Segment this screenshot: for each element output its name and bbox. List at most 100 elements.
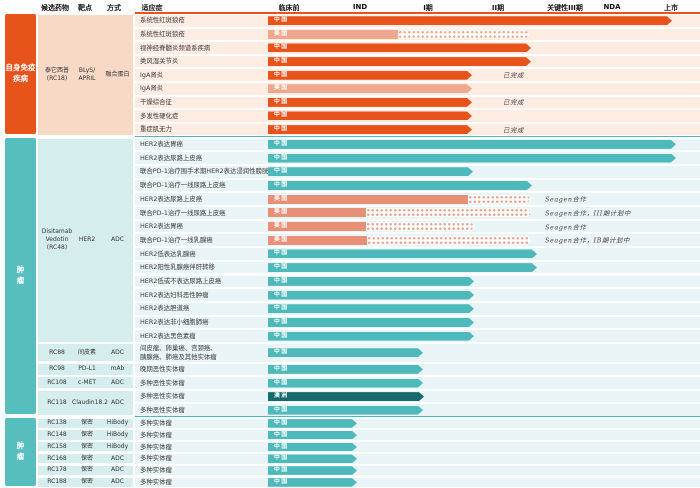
modality-label: ADC	[111, 378, 124, 386]
target-line: 保密	[80, 431, 93, 439]
pipeline-row: 多种实体瘤 中国	[135, 442, 700, 452]
target-line: 保密	[80, 466, 93, 474]
status-note: 已完成	[503, 126, 524, 135]
region-label: 美国	[274, 85, 289, 92]
indication-label: 联合PD-1治疗一线乳腺癌	[140, 234, 213, 246]
section-label: 肿瘤	[5, 417, 36, 486]
pipeline-row: 联合PD-1治疗一线尿路上皮癌 中国	[135, 179, 700, 192]
region-label: 中国	[274, 168, 289, 175]
modality-label: mAb	[110, 365, 125, 373]
status-note: Seagen合作	[545, 223, 587, 232]
region-label: 中国	[274, 379, 289, 386]
indication-line: 多发性硬化症	[140, 111, 179, 120]
indication-line: HER2阳性乳腺癌伴肝转移	[140, 263, 215, 272]
modality-label: HiBody	[106, 431, 129, 439]
indication-label: HER2低表达乳腺癌	[140, 248, 196, 260]
drug-group-panel: RC88 间皮素 ADC	[38, 344, 133, 362]
drug-name: RC108	[38, 377, 76, 388]
pipeline-row: 间皮瘤、卵巢癌、宫颈癌、 胰腺癌、肺癌及其他实体瘤 中国	[135, 344, 700, 362]
indication-line: 联合PD-1治疗一线乳腺癌	[140, 235, 213, 244]
progress-bar: 美国	[268, 84, 472, 93]
pipeline-row: 多种实体瘤 中国	[135, 465, 700, 476]
progress-bar: 中国	[268, 98, 472, 107]
status-note: Seagen合作，IB期计划中	[545, 236, 630, 245]
indication-line: 多种实体瘤	[140, 478, 172, 487]
section-label-text: 疾病	[13, 73, 28, 83]
region-label: 澳洲	[274, 393, 289, 400]
phase-header: 临床前	[278, 4, 300, 12]
pipeline-row: 多种实体瘤 中国	[135, 418, 700, 429]
progress-bar: 中国	[268, 419, 357, 428]
pipeline-row: HER2表达胃癌 美国 Seagen合作	[135, 220, 700, 233]
drug-name-line: Vedotin	[45, 236, 69, 244]
modality-label: ADC	[111, 466, 124, 474]
drug-name-line: RC148	[47, 431, 67, 439]
drug-name-line: RC138	[47, 419, 67, 427]
progress-bar: 中国	[268, 365, 423, 374]
indication-label: IgA肾炎	[140, 83, 163, 95]
status-note: Seagen合作，III期计划中	[545, 209, 631, 218]
progress-bar: 美国	[268, 222, 366, 232]
indication-line: 多种实体瘤	[140, 466, 172, 475]
phase-header: IND	[352, 3, 368, 11]
pipeline-row: 晚期恶性实体瘤 中国	[135, 363, 700, 376]
drug-name-line: RC168	[47, 454, 67, 462]
pipeline-row: HER2表达妇科恶性肿瘤 中国	[135, 289, 700, 301]
drug-group-panel: RC158 保密 HiBody	[38, 442, 133, 452]
indication-label: HER2表达尿路上皮癌	[140, 152, 202, 164]
target-label: HER2	[72, 139, 102, 342]
pipeline-row: 重症肌无力 中国 已完成	[135, 123, 700, 136]
pipeline-row: HER2表达胃癌 中国	[135, 138, 700, 151]
section-label: 自身免疫 疾病	[5, 14, 36, 134]
indication-line: 胰腺癌、肺癌及其他实体瘤	[140, 352, 217, 361]
drug-name-line: RC98	[49, 365, 65, 373]
region-label: 中国	[274, 44, 289, 51]
indication-label: 联合PD-1治疗一线尿路上皮癌	[140, 180, 225, 192]
target-label: 保密	[72, 430, 102, 439]
target-line: 保密	[80, 419, 93, 427]
column-header: 适应症	[141, 4, 163, 12]
indication-line: HER2表达胆道癌	[140, 304, 190, 313]
drug-name: RC168	[38, 454, 76, 463]
drug-name-line: RC108	[47, 378, 67, 386]
target-line: 保密	[80, 478, 93, 486]
region-label: 中国	[274, 479, 289, 486]
indication-line: 系统性红斑狼疮	[140, 30, 185, 39]
pipeline-row: 系统性红斑狼疮 中国	[135, 15, 700, 27]
indication-line: 多种实体瘤	[140, 442, 172, 451]
indication-label: HER2表达尿路上皮癌	[140, 193, 202, 205]
region-label: 中国	[274, 181, 289, 188]
pipeline-row: 多种恶性实体瘤 中国	[135, 404, 700, 416]
indication-line: 多种实体瘤	[140, 419, 172, 428]
drug-group-panel: RC108 c-MET ADC	[38, 377, 133, 389]
region-label: 中国	[274, 98, 289, 105]
indication-line: HER2表达胃癌	[140, 222, 183, 231]
region-label: 中国	[274, 277, 289, 284]
region-label: 中国	[274, 291, 289, 298]
modality-label: 融合蛋白	[105, 71, 130, 79]
region-label: 中国	[274, 365, 289, 372]
pipeline-row: HER2表达非小细胞肺癌 中国	[135, 316, 700, 329]
modality-label: HiBody	[106, 442, 129, 450]
drug-group-panel: RC178 保密 ADC	[38, 465, 133, 476]
region-label: 中国	[274, 71, 289, 78]
modality-label: HiBody	[106, 419, 129, 427]
progress-bar: 中国	[268, 154, 676, 163]
region-label: 美国	[274, 223, 289, 230]
drug-name-line: (RC48)	[46, 243, 68, 251]
target-line: c-MET	[77, 378, 97, 386]
section-divider	[135, 415, 700, 418]
drug-group-panel: RC98 PD-L1 mAb	[38, 363, 133, 375]
region-label: 中国	[274, 250, 289, 257]
indication-label: IgA肾炎	[140, 69, 163, 81]
region-label: 中国	[274, 264, 289, 271]
indication-label: HER2阳性乳腺癌伴肝转移	[140, 262, 215, 274]
progress-bar: 中国	[268, 263, 537, 272]
progress-bar: 美国	[268, 29, 398, 39]
modality-label: ADC	[111, 399, 124, 407]
section-label-text: 肿	[16, 441, 25, 451]
indication-line: IgA肾炎	[140, 84, 164, 93]
drug-name: RC148	[38, 430, 76, 439]
progress-bar: 中国	[268, 466, 357, 475]
indication-label: 干燥综合征	[140, 97, 172, 109]
